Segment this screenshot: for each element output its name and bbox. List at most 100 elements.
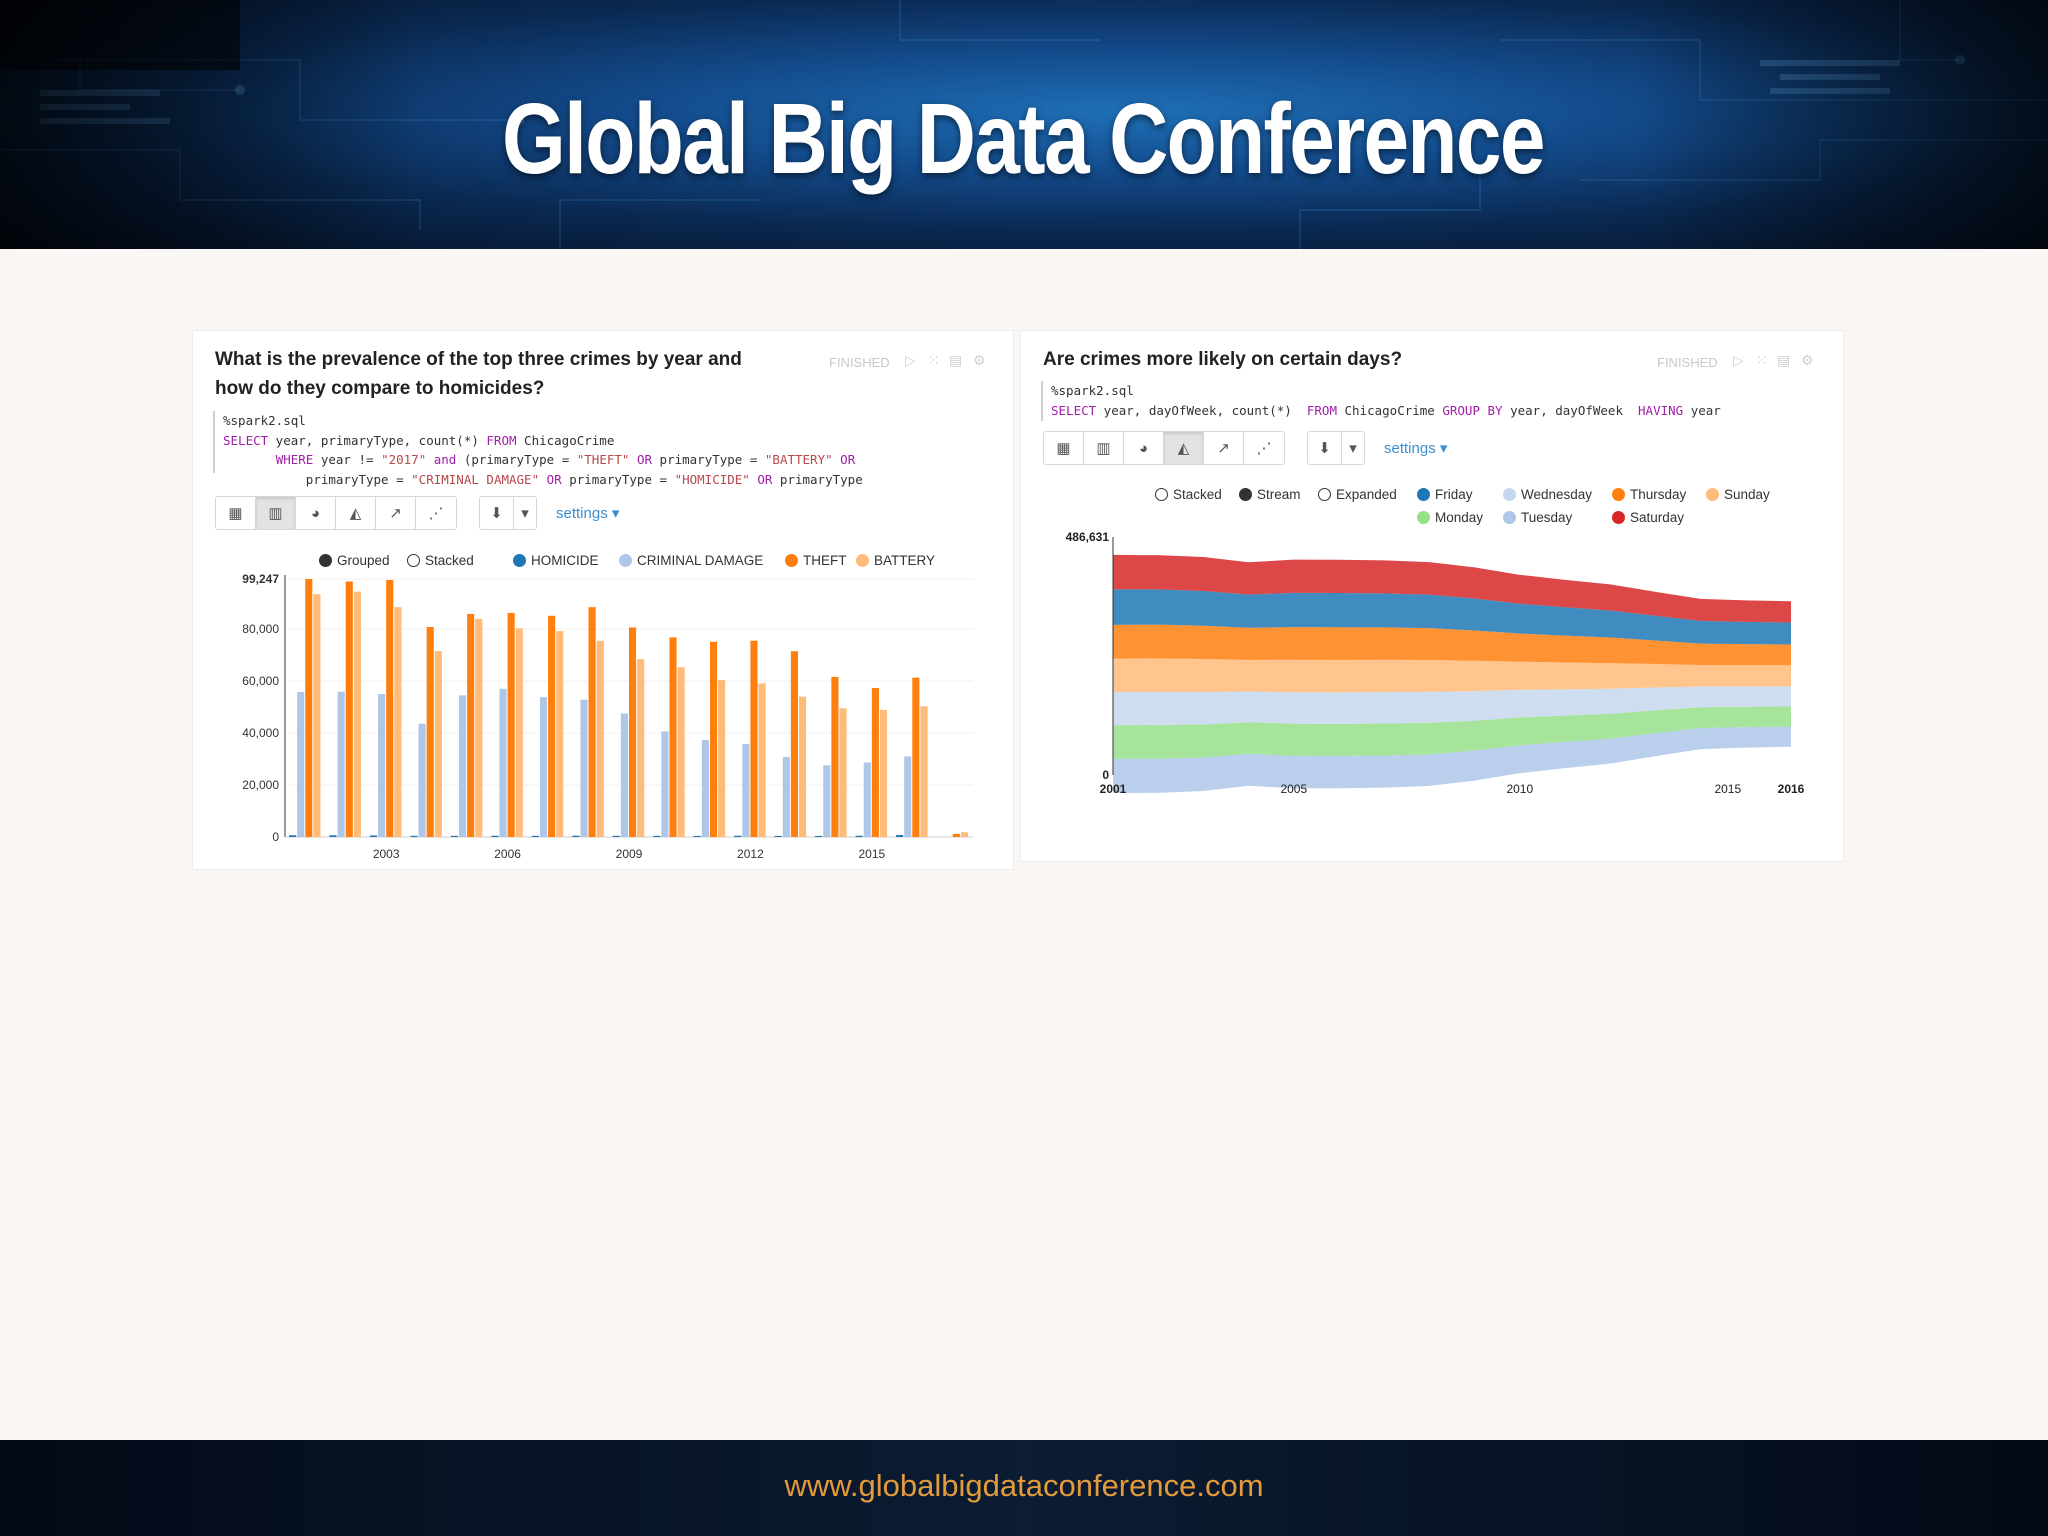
- grouped-label: Grouped: [337, 553, 390, 568]
- legend-item-theft[interactable]: THEFT: [785, 553, 847, 568]
- bar-theft: [548, 615, 556, 837]
- legend-item-battery[interactable]: BATTERY: [856, 553, 935, 568]
- bar-criminal-damage: [620, 713, 628, 837]
- output-icon[interactable]: ▤: [949, 352, 963, 368]
- download-dropdown[interactable]: ⬇ ▾: [1307, 431, 1365, 465]
- y-tick-label: 20,000: [242, 778, 279, 792]
- chevron-down-icon[interactable]: ▾: [521, 505, 529, 522]
- download-icon[interactable]: ⬇: [480, 497, 514, 529]
- line-chart-icon[interactable]: ↗: [1204, 432, 1244, 464]
- table-icon[interactable]: ▦: [1044, 432, 1084, 464]
- bar-theft: [386, 579, 394, 837]
- legend-item-wednesday[interactable]: Wednesday: [1503, 487, 1592, 502]
- gear-icon[interactable]: ⚙: [1801, 352, 1814, 368]
- legend-swatch: [1706, 488, 1719, 501]
- legend-item-thursday[interactable]: Thursday: [1612, 487, 1686, 502]
- bar-criminal-damage: [418, 723, 426, 837]
- legend-item-sunday[interactable]: Sunday: [1706, 487, 1770, 502]
- area-chart-icon[interactable]: ◭: [1164, 432, 1204, 464]
- bar-chart-icon[interactable]: ▥: [256, 497, 296, 529]
- pie-chart-icon[interactable]: ◕: [1124, 432, 1164, 464]
- code-gutter: [1041, 381, 1043, 421]
- pie-chart-icon[interactable]: ◕: [296, 497, 336, 529]
- stacked-radio[interactable]: Stacked: [1155, 487, 1222, 502]
- code-string: "CRIMINAL DAMAGE": [411, 471, 540, 487]
- code-keyword: OR: [749, 471, 773, 487]
- output-icon[interactable]: ▤: [1777, 352, 1791, 368]
- code-editor[interactable]: %spark2.sql SELECT year, primaryType, co…: [223, 411, 863, 489]
- settings-link[interactable]: settings ▾: [1384, 440, 1448, 457]
- notebook-paragraph-2: Are crimes more likely on certain days? …: [1020, 330, 1844, 862]
- hide-code-icon[interactable]: ⁙: [928, 352, 940, 368]
- code-text: primaryType =: [305, 471, 412, 487]
- code-line: SELECT year, dayOfWeek, count(*) FROM Ch…: [1051, 403, 1721, 418]
- area-chart-icon[interactable]: ◭: [336, 497, 376, 529]
- code-keyword: FROM: [486, 432, 517, 448]
- code-keyword: FROM: [1306, 402, 1337, 418]
- gear-icon[interactable]: ⚙: [973, 352, 986, 368]
- code-keyword: OR: [629, 452, 653, 467]
- bar-battery: [920, 706, 928, 837]
- bar-theft: [345, 581, 353, 837]
- grouped-radio[interactable]: Grouped: [319, 553, 390, 568]
- stream-thursday: [1113, 624, 1791, 666]
- code-text: primaryType =: [652, 452, 765, 467]
- bar-theft: [588, 607, 596, 837]
- legend-item-saturday[interactable]: Saturday: [1612, 510, 1684, 525]
- bar-criminal-damage: [459, 695, 467, 837]
- download-dropdown[interactable]: ⬇ ▾: [479, 496, 537, 530]
- legend-label: Friday: [1435, 487, 1473, 502]
- bar-chart-icon[interactable]: ▥: [1084, 432, 1124, 464]
- expanded-radio[interactable]: Expanded: [1318, 487, 1397, 502]
- code-keyword: WHERE: [275, 452, 314, 467]
- legend-item-homicide[interactable]: HOMICIDE: [513, 553, 599, 568]
- play-icon[interactable]: ▷: [1733, 352, 1744, 368]
- play-icon[interactable]: ▷: [905, 352, 916, 368]
- conference-banner: Global Big Data Conference: [0, 0, 2048, 249]
- stream-radio[interactable]: Stream: [1239, 487, 1301, 502]
- circuit-background: [0, 0, 2048, 249]
- legend-label: Wednesday: [1521, 487, 1593, 502]
- hide-code-icon[interactable]: ⁙: [1756, 352, 1768, 368]
- line-chart-icon[interactable]: ↗: [376, 497, 416, 529]
- scatter-chart-icon[interactable]: ⋰: [1256, 440, 1272, 457]
- code-text: primaryType: [772, 471, 863, 487]
- code-string: "BATTERY": [764, 452, 833, 467]
- download-icon[interactable]: ⬇: [1308, 432, 1342, 464]
- footer-bar: www.globalbigdataconference.com: [0, 1440, 2048, 1536]
- status-label: FINISHED: [829, 355, 890, 370]
- scatter-chart-icon[interactable]: ⋰: [428, 505, 444, 522]
- bar-homicide: [491, 835, 499, 837]
- code-text: year, dayOfWeek: [1502, 402, 1639, 418]
- code-editor[interactable]: %spark2.sql SELECT year, dayOfWeek, coun…: [1051, 381, 1721, 420]
- bar-battery: [353, 591, 361, 837]
- bar-theft: [426, 626, 434, 837]
- bar-homicide: [734, 835, 742, 837]
- code-text: year, primaryType, count(*): [268, 432, 487, 448]
- bar-criminal-damage: [863, 762, 871, 837]
- stacked-radio[interactable]: Stacked: [407, 553, 474, 568]
- legend-item-criminal-damage[interactable]: CRIMINAL DAMAGE: [619, 553, 763, 568]
- status-label: FINISHED: [1657, 355, 1718, 370]
- legend-item-tuesday[interactable]: Tuesday: [1503, 510, 1572, 525]
- code-keyword: HAVING: [1638, 402, 1684, 418]
- x-tick-label: 2001: [1100, 782, 1127, 796]
- x-tick-label: 2009: [616, 847, 643, 861]
- x-tick-label: 2016: [1778, 782, 1805, 796]
- table-icon[interactable]: ▦: [216, 497, 256, 529]
- bar-battery: [677, 667, 685, 837]
- bar-theft: [629, 627, 637, 837]
- code-text: year: [1683, 402, 1721, 418]
- legend-item-monday[interactable]: Monday: [1417, 510, 1483, 525]
- code-keyword: SELECT: [223, 432, 269, 448]
- code-string: "THEFT": [576, 452, 630, 467]
- chevron-down-icon[interactable]: ▾: [1349, 440, 1357, 457]
- legend-swatch: [1417, 488, 1430, 501]
- legend-item-friday[interactable]: Friday: [1417, 487, 1473, 502]
- bar-criminal-damage: [378, 694, 386, 837]
- bar-theft: [952, 833, 960, 837]
- code-keyword: and: [426, 452, 464, 467]
- bar-criminal-damage: [701, 740, 709, 837]
- bar-homicide: [531, 835, 539, 837]
- settings-link[interactable]: settings ▾: [556, 505, 620, 522]
